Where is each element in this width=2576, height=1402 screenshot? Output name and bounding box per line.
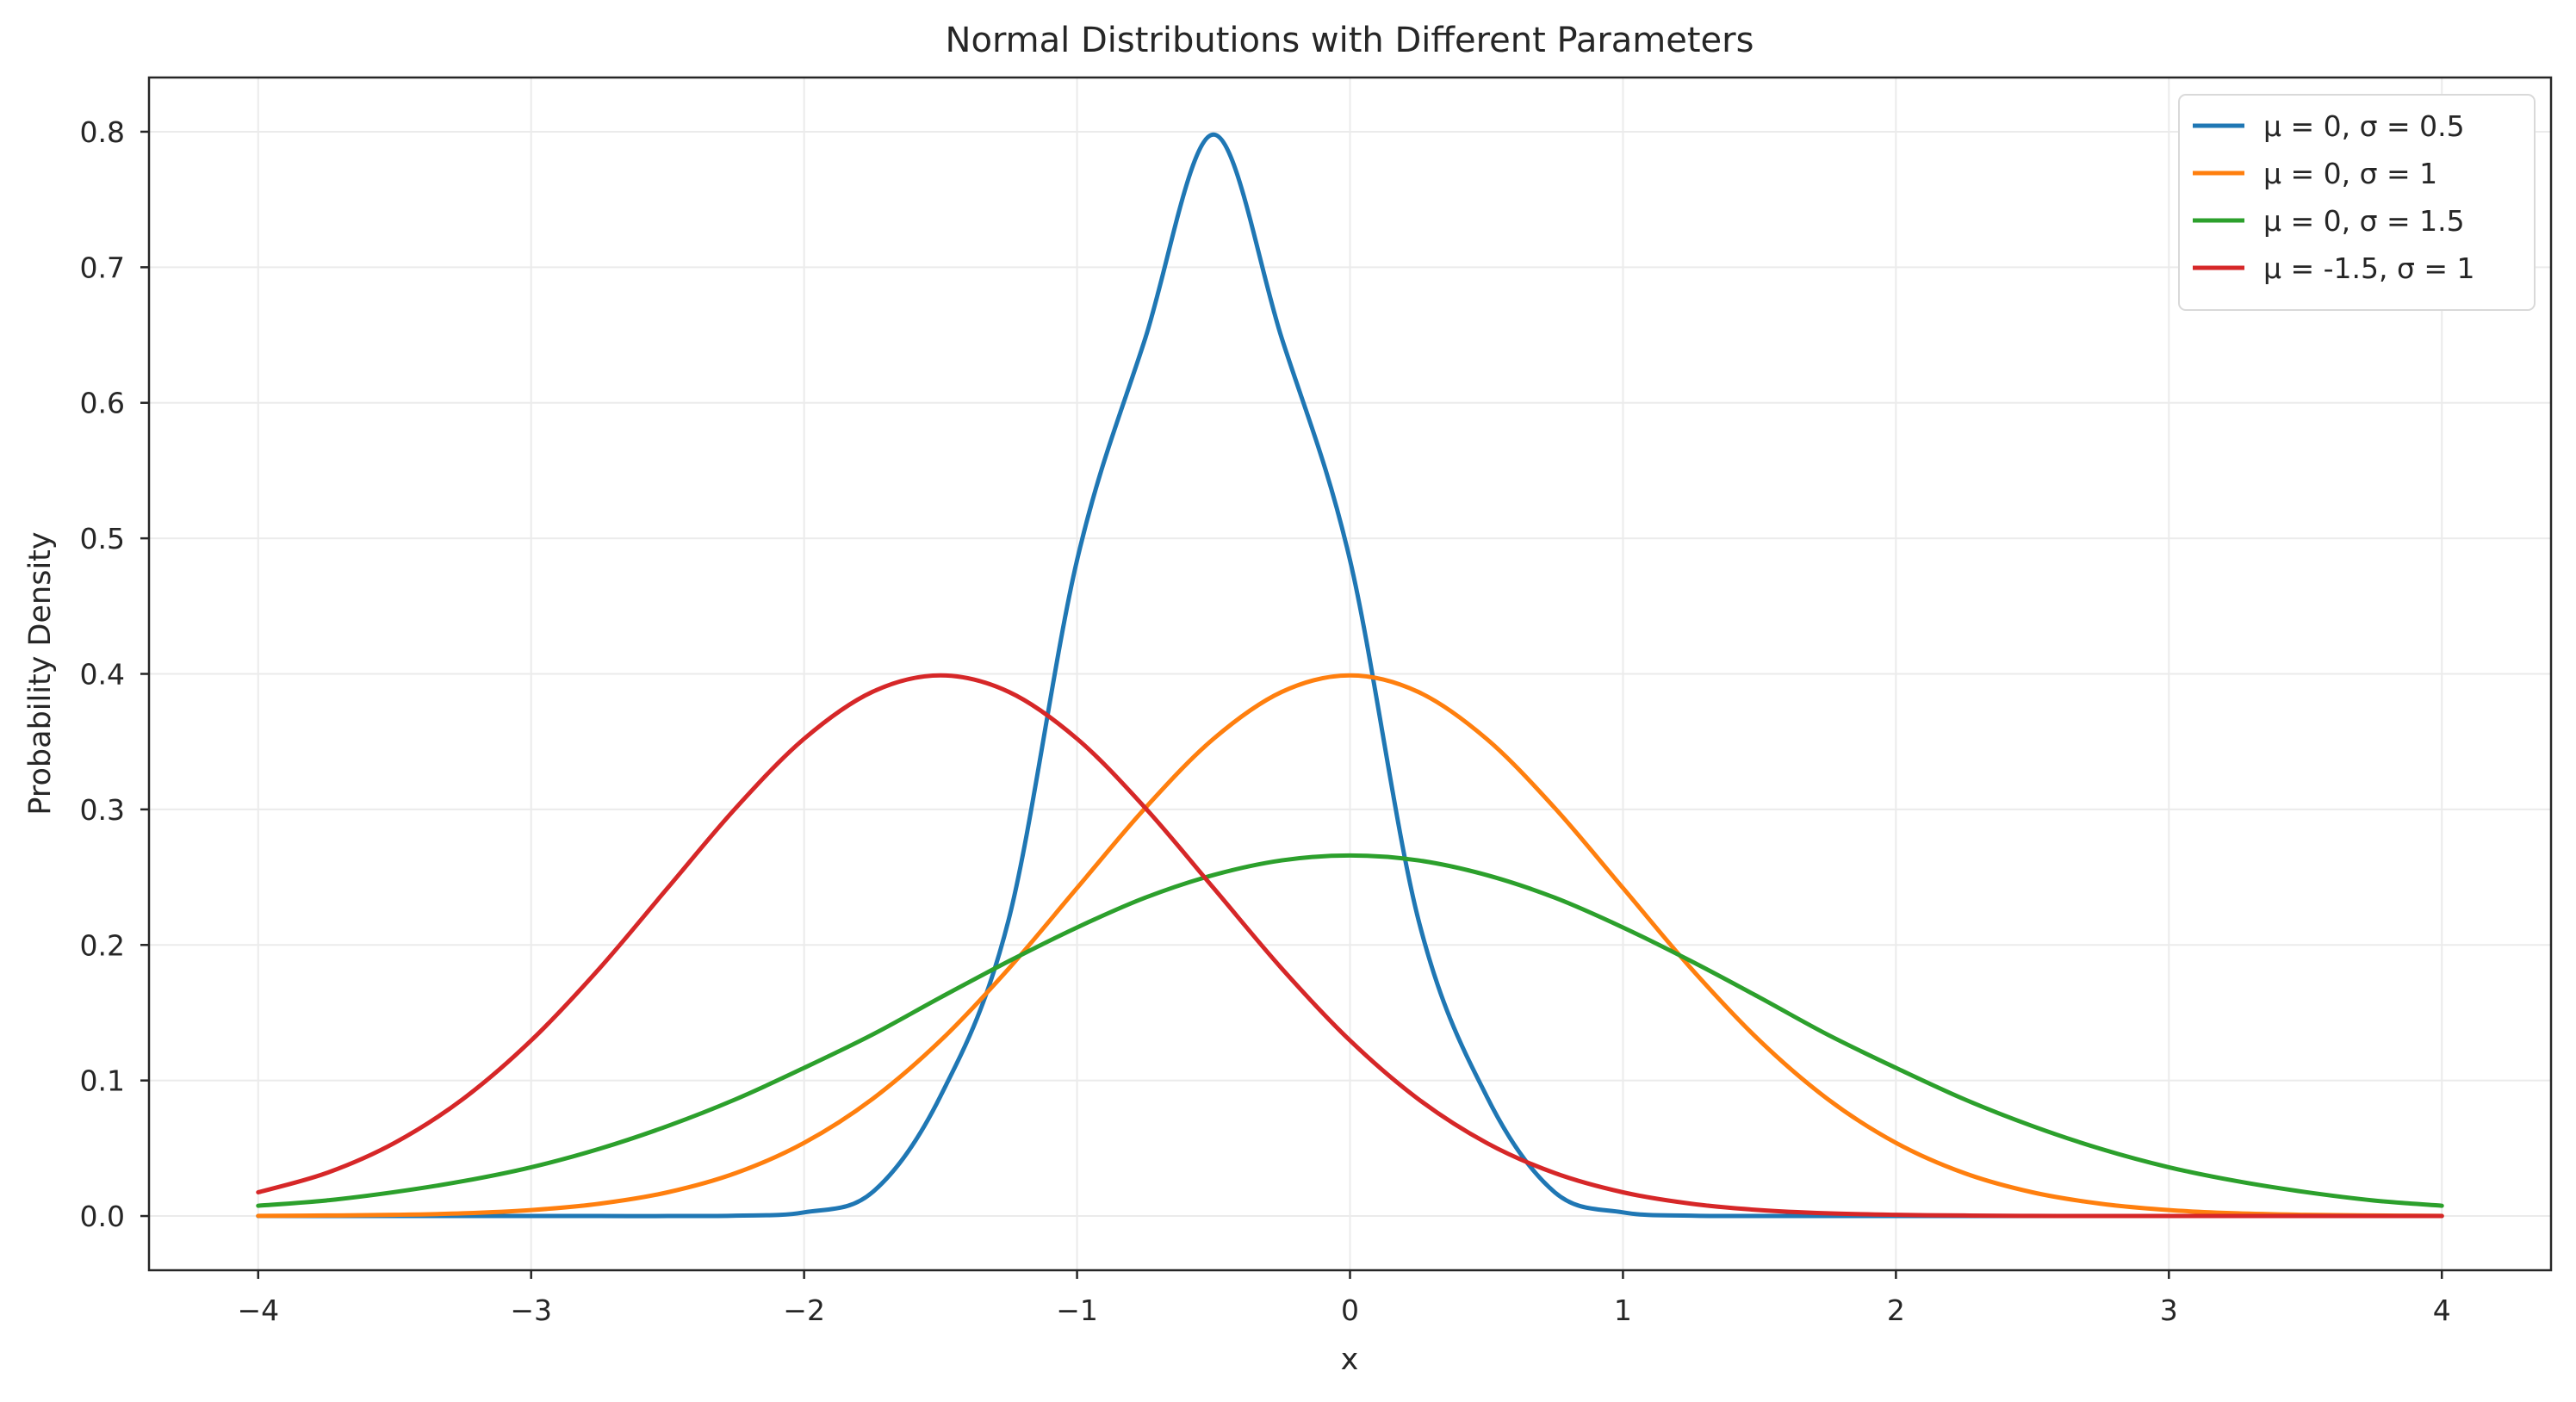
legend-label: μ = 0, σ = 0.5 (2263, 109, 2465, 143)
legend-box (2178, 94, 2536, 311)
x-tick-label: 3 (2160, 1293, 2178, 1327)
x-axis-label: x (1341, 1343, 1359, 1377)
x-tick-label: −3 (510, 1293, 552, 1327)
series-line-4 (256, 673, 2444, 1219)
y-tick-label: 0.2 (80, 928, 125, 962)
legend-label: μ = -1.5, σ = 1 (2263, 251, 2475, 285)
x-tick-label: 2 (1887, 1293, 1905, 1327)
y-tick-label: 0.1 (80, 1064, 125, 1098)
y-axis-label: Probability Density (23, 531, 58, 815)
y-tick-label: 0.7 (80, 251, 125, 284)
x-tick-label: 1 (1614, 1293, 1632, 1327)
x-tick-label: −2 (783, 1293, 825, 1327)
x-tick-label: −4 (237, 1293, 279, 1327)
x-tick-label: 0 (1341, 1293, 1359, 1327)
chart-title: Normal Distributions with Different Para… (946, 21, 1754, 60)
plot-lines (256, 132, 2444, 1219)
legend-label: μ = 0, σ = 1.5 (2263, 204, 2465, 238)
y-axis-ticks: 0.0 0.1 0.2 0.3 0.4 0.5 0.6 0.7 0.8 (80, 115, 149, 1233)
x-tick-label: −1 (1056, 1293, 1098, 1327)
series-line-3 (256, 853, 2444, 1208)
x-axis-ticks: −4 −3 −2 −1 0 1 2 3 4 (237, 1270, 2451, 1327)
legend-label: μ = 0, σ = 1 (2263, 157, 2437, 190)
y-tick-label: 0.6 (80, 387, 125, 420)
y-tick-label: 0.8 (80, 115, 125, 149)
x-tick-label: 4 (2433, 1293, 2451, 1327)
y-tick-label: 0.5 (80, 522, 125, 555)
y-tick-label: 0.4 (80, 658, 125, 692)
y-tick-label: 0.3 (80, 793, 125, 827)
y-tick-label: 0.0 (80, 1200, 125, 1233)
legend: μ = 0, σ = 0.5 μ = 0, σ = 1 μ = 0, σ = 1.5… (2178, 94, 2536, 311)
series-line-2 (256, 673, 2444, 1219)
